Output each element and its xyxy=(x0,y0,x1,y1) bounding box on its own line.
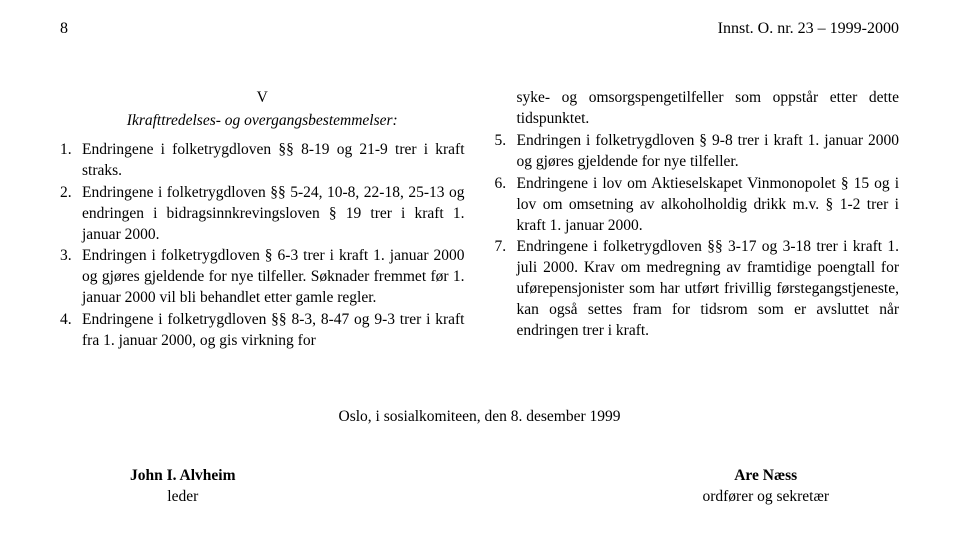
list-item: 5. Endringen i folketrygdloven § 9-8 tre… xyxy=(495,131,900,173)
signature-left: John I. Alvheim leder xyxy=(130,466,236,508)
document-page: 8 Innst. O. nr. 23 – 1999-2000 V Ikraftt… xyxy=(0,0,959,548)
list-item: 4. Endringene i folketrygdloven §§ 8-3, … xyxy=(60,310,465,352)
item-text: Endringen i folketrygdloven § 6-3 trer i… xyxy=(82,246,465,309)
item-number: 5. xyxy=(495,131,517,173)
item-number: 2. xyxy=(60,183,82,246)
document-reference: Innst. O. nr. 23 – 1999-2000 xyxy=(718,20,899,38)
item-text: Endringene i lov om Aktieselskapet Vinmo… xyxy=(517,174,900,237)
signer-title: ordfører og sekretær xyxy=(702,487,829,508)
two-column-body: V Ikrafttredelses- og overgangsbestemmel… xyxy=(60,88,899,353)
signer-title: leder xyxy=(130,487,236,508)
list-item: 1. Endringene i folketrygdloven §§ 8-19 … xyxy=(60,140,465,182)
list-item: 7. Endringene i folketrygdloven §§ 3-17 … xyxy=(495,237,900,342)
item-number: 1. xyxy=(60,140,82,182)
numbered-list-left: 1. Endringene i folketrygdloven §§ 8-19 … xyxy=(60,140,465,352)
item-number: 4. xyxy=(60,310,82,352)
list-item: 2. Endringene i folketrygdloven §§ 5-24,… xyxy=(60,183,465,246)
section-roman: V xyxy=(60,88,465,109)
signature-right: Are Næss ordfører og sekretær xyxy=(702,466,829,508)
section-subtitle: Ikrafttredelses- og overgangsbestemmelse… xyxy=(60,111,465,132)
list-item: 6. Endringene i lov om Aktieselskapet Vi… xyxy=(495,174,900,237)
item-text: Endringene i folketrygdloven §§ 8-19 og … xyxy=(82,140,465,182)
item-text: Endringene i folketrygdloven §§ 5-24, 10… xyxy=(82,183,465,246)
page-number: 8 xyxy=(60,20,68,38)
item-number: 7. xyxy=(495,237,517,342)
item-text: syke- og omsorgspengetilfeller som oppst… xyxy=(517,88,900,130)
page-header: 8 Innst. O. nr. 23 – 1999-2000 xyxy=(60,20,899,38)
item-text: Endringene i folketrygdloven §§ 8-3, 8-4… xyxy=(82,310,465,352)
signatures-row: John I. Alvheim leder Are Næss ordfører … xyxy=(60,466,899,508)
list-item: 3. Endringen i folketrygdloven § 6-3 tre… xyxy=(60,246,465,309)
numbered-list-right: syke- og omsorgspengetilfeller som oppst… xyxy=(495,88,900,342)
signer-name: Are Næss xyxy=(702,466,829,487)
item-text: Endringene i folketrygdloven §§ 3-17 og … xyxy=(517,237,900,342)
left-column: V Ikrafttredelses- og overgangsbestemmel… xyxy=(60,88,465,353)
item-number-empty xyxy=(495,88,517,130)
item-text: Endringen i folketrygdloven § 9-8 trer i… xyxy=(517,131,900,173)
list-item-continuation: syke- og omsorgspengetilfeller som oppst… xyxy=(495,88,900,130)
item-number: 6. xyxy=(495,174,517,237)
right-column: syke- og omsorgspengetilfeller som oppst… xyxy=(495,88,900,353)
closing-line: Oslo, i sosialkomiteen, den 8. desember … xyxy=(60,408,899,426)
signer-name: John I. Alvheim xyxy=(130,466,236,487)
item-number: 3. xyxy=(60,246,82,309)
